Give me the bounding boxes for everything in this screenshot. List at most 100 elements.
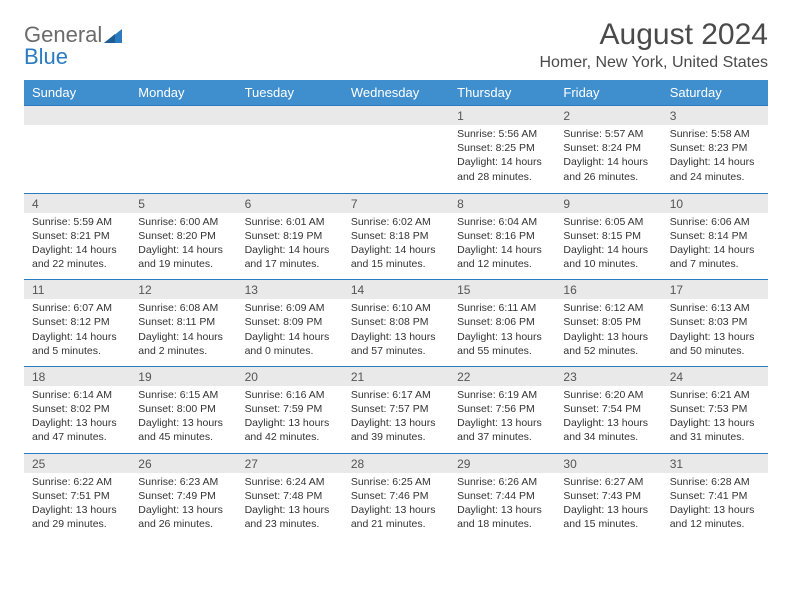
daylight-text-2: and 45 minutes.	[138, 430, 228, 444]
title-block: August 2024 Homer, New York, United Stat…	[539, 18, 768, 72]
sunrise-text: Sunrise: 6:13 AM	[670, 301, 760, 315]
day-number-cell: 13	[237, 280, 343, 300]
sunrise-text: Sunrise: 6:11 AM	[457, 301, 547, 315]
day-number-cell: 10	[662, 193, 768, 213]
week-number-row: 25262728293031	[24, 453, 768, 473]
logo-sail-icon	[104, 25, 122, 39]
sunset-text: Sunset: 7:43 PM	[563, 489, 653, 503]
col-tuesday: Tuesday	[237, 80, 343, 106]
sunset-text: Sunset: 7:56 PM	[457, 402, 547, 416]
daylight-text-1: Daylight: 13 hours	[670, 330, 760, 344]
day-detail-cell: Sunrise: 6:21 AMSunset: 7:53 PMDaylight:…	[662, 386, 768, 453]
day-number-cell	[237, 106, 343, 126]
daylight-text-1: Daylight: 13 hours	[457, 503, 547, 517]
day-detail-cell: Sunrise: 6:20 AMSunset: 7:54 PMDaylight:…	[555, 386, 661, 453]
daylight-text-2: and 21 minutes.	[351, 517, 441, 531]
daylight-text-2: and 22 minutes.	[32, 257, 122, 271]
sunrise-text: Sunrise: 6:25 AM	[351, 475, 441, 489]
day-number-cell: 8	[449, 193, 555, 213]
daylight-text-1: Daylight: 14 hours	[32, 330, 122, 344]
day-number-cell: 3	[662, 106, 768, 126]
day-number-cell: 1	[449, 106, 555, 126]
week-number-row: 11121314151617	[24, 280, 768, 300]
day-detail-cell	[130, 125, 236, 193]
sunset-text: Sunset: 8:00 PM	[138, 402, 228, 416]
sunset-text: Sunset: 8:19 PM	[245, 229, 335, 243]
sunset-text: Sunset: 7:54 PM	[563, 402, 653, 416]
daylight-text-2: and 19 minutes.	[138, 257, 228, 271]
sunrise-text: Sunrise: 6:19 AM	[457, 388, 547, 402]
daylight-text-1: Daylight: 13 hours	[670, 503, 760, 517]
week-number-row: 45678910	[24, 193, 768, 213]
day-detail-cell	[343, 125, 449, 193]
day-number-cell: 19	[130, 366, 236, 386]
daylight-text-1: Daylight: 13 hours	[138, 503, 228, 517]
day-number-cell: 18	[24, 366, 130, 386]
sunset-text: Sunset: 7:48 PM	[245, 489, 335, 503]
sunset-text: Sunset: 8:06 PM	[457, 315, 547, 329]
day-detail-cell: Sunrise: 6:15 AMSunset: 8:00 PMDaylight:…	[130, 386, 236, 453]
day-number-cell: 29	[449, 453, 555, 473]
daylight-text-2: and 50 minutes.	[670, 344, 760, 358]
sunrise-text: Sunrise: 6:27 AM	[563, 475, 653, 489]
sunrise-text: Sunrise: 6:23 AM	[138, 475, 228, 489]
daylight-text-2: and 17 minutes.	[245, 257, 335, 271]
daylight-text-2: and 18 minutes.	[457, 517, 547, 531]
weekday-header-row: Sunday Monday Tuesday Wednesday Thursday…	[24, 80, 768, 106]
day-detail-cell: Sunrise: 6:14 AMSunset: 8:02 PMDaylight:…	[24, 386, 130, 453]
day-detail-cell: Sunrise: 6:05 AMSunset: 8:15 PMDaylight:…	[555, 213, 661, 280]
daylight-text-2: and 12 minutes.	[670, 517, 760, 531]
day-number-cell: 5	[130, 193, 236, 213]
day-detail-cell: Sunrise: 6:08 AMSunset: 8:11 PMDaylight:…	[130, 299, 236, 366]
daylight-text-1: Daylight: 13 hours	[457, 416, 547, 430]
day-detail-cell: Sunrise: 6:25 AMSunset: 7:46 PMDaylight:…	[343, 473, 449, 540]
sunrise-text: Sunrise: 6:16 AM	[245, 388, 335, 402]
day-detail-cell: Sunrise: 6:09 AMSunset: 8:09 PMDaylight:…	[237, 299, 343, 366]
day-detail-cell: Sunrise: 6:24 AMSunset: 7:48 PMDaylight:…	[237, 473, 343, 540]
day-detail-cell	[237, 125, 343, 193]
col-wednesday: Wednesday	[343, 80, 449, 106]
daylight-text-1: Daylight: 14 hours	[245, 330, 335, 344]
day-number-cell: 23	[555, 366, 661, 386]
sunrise-text: Sunrise: 6:10 AM	[351, 301, 441, 315]
sunset-text: Sunset: 8:25 PM	[457, 141, 547, 155]
day-number-cell: 24	[662, 366, 768, 386]
sunset-text: Sunset: 8:24 PM	[563, 141, 653, 155]
sunrise-text: Sunrise: 5:57 AM	[563, 127, 653, 141]
sunset-text: Sunset: 7:51 PM	[32, 489, 122, 503]
daylight-text-1: Daylight: 14 hours	[457, 243, 547, 257]
sunrise-text: Sunrise: 6:07 AM	[32, 301, 122, 315]
sunrise-text: Sunrise: 6:01 AM	[245, 215, 335, 229]
day-number-cell	[130, 106, 236, 126]
sunset-text: Sunset: 8:20 PM	[138, 229, 228, 243]
week-detail-row: Sunrise: 6:07 AMSunset: 8:12 PMDaylight:…	[24, 299, 768, 366]
logo-text-2: Blue	[24, 44, 68, 69]
day-number-cell: 11	[24, 280, 130, 300]
day-detail-cell: Sunrise: 6:22 AMSunset: 7:51 PMDaylight:…	[24, 473, 130, 540]
day-detail-cell: Sunrise: 6:06 AMSunset: 8:14 PMDaylight:…	[662, 213, 768, 280]
sunset-text: Sunset: 7:57 PM	[351, 402, 441, 416]
day-detail-cell: Sunrise: 6:28 AMSunset: 7:41 PMDaylight:…	[662, 473, 768, 540]
day-detail-cell: Sunrise: 6:23 AMSunset: 7:49 PMDaylight:…	[130, 473, 236, 540]
col-friday: Friday	[555, 80, 661, 106]
col-monday: Monday	[130, 80, 236, 106]
sunrise-text: Sunrise: 6:05 AM	[563, 215, 653, 229]
sunrise-text: Sunrise: 6:14 AM	[32, 388, 122, 402]
day-detail-cell: Sunrise: 5:57 AMSunset: 8:24 PMDaylight:…	[555, 125, 661, 193]
daylight-text-2: and 23 minutes.	[245, 517, 335, 531]
week-number-row: 18192021222324	[24, 366, 768, 386]
day-detail-cell: Sunrise: 6:01 AMSunset: 8:19 PMDaylight:…	[237, 213, 343, 280]
day-detail-cell: Sunrise: 6:04 AMSunset: 8:16 PMDaylight:…	[449, 213, 555, 280]
day-detail-cell: Sunrise: 6:16 AMSunset: 7:59 PMDaylight:…	[237, 386, 343, 453]
daylight-text-2: and 29 minutes.	[32, 517, 122, 531]
sunset-text: Sunset: 7:44 PM	[457, 489, 547, 503]
daylight-text-2: and 26 minutes.	[138, 517, 228, 531]
sunrise-text: Sunrise: 6:12 AM	[563, 301, 653, 315]
day-detail-cell: Sunrise: 6:13 AMSunset: 8:03 PMDaylight:…	[662, 299, 768, 366]
daylight-text-1: Daylight: 13 hours	[457, 330, 547, 344]
sunset-text: Sunset: 8:12 PM	[32, 315, 122, 329]
day-number-cell: 16	[555, 280, 661, 300]
day-number-cell	[343, 106, 449, 126]
sunrise-text: Sunrise: 5:59 AM	[32, 215, 122, 229]
daylight-text-1: Daylight: 13 hours	[351, 416, 441, 430]
